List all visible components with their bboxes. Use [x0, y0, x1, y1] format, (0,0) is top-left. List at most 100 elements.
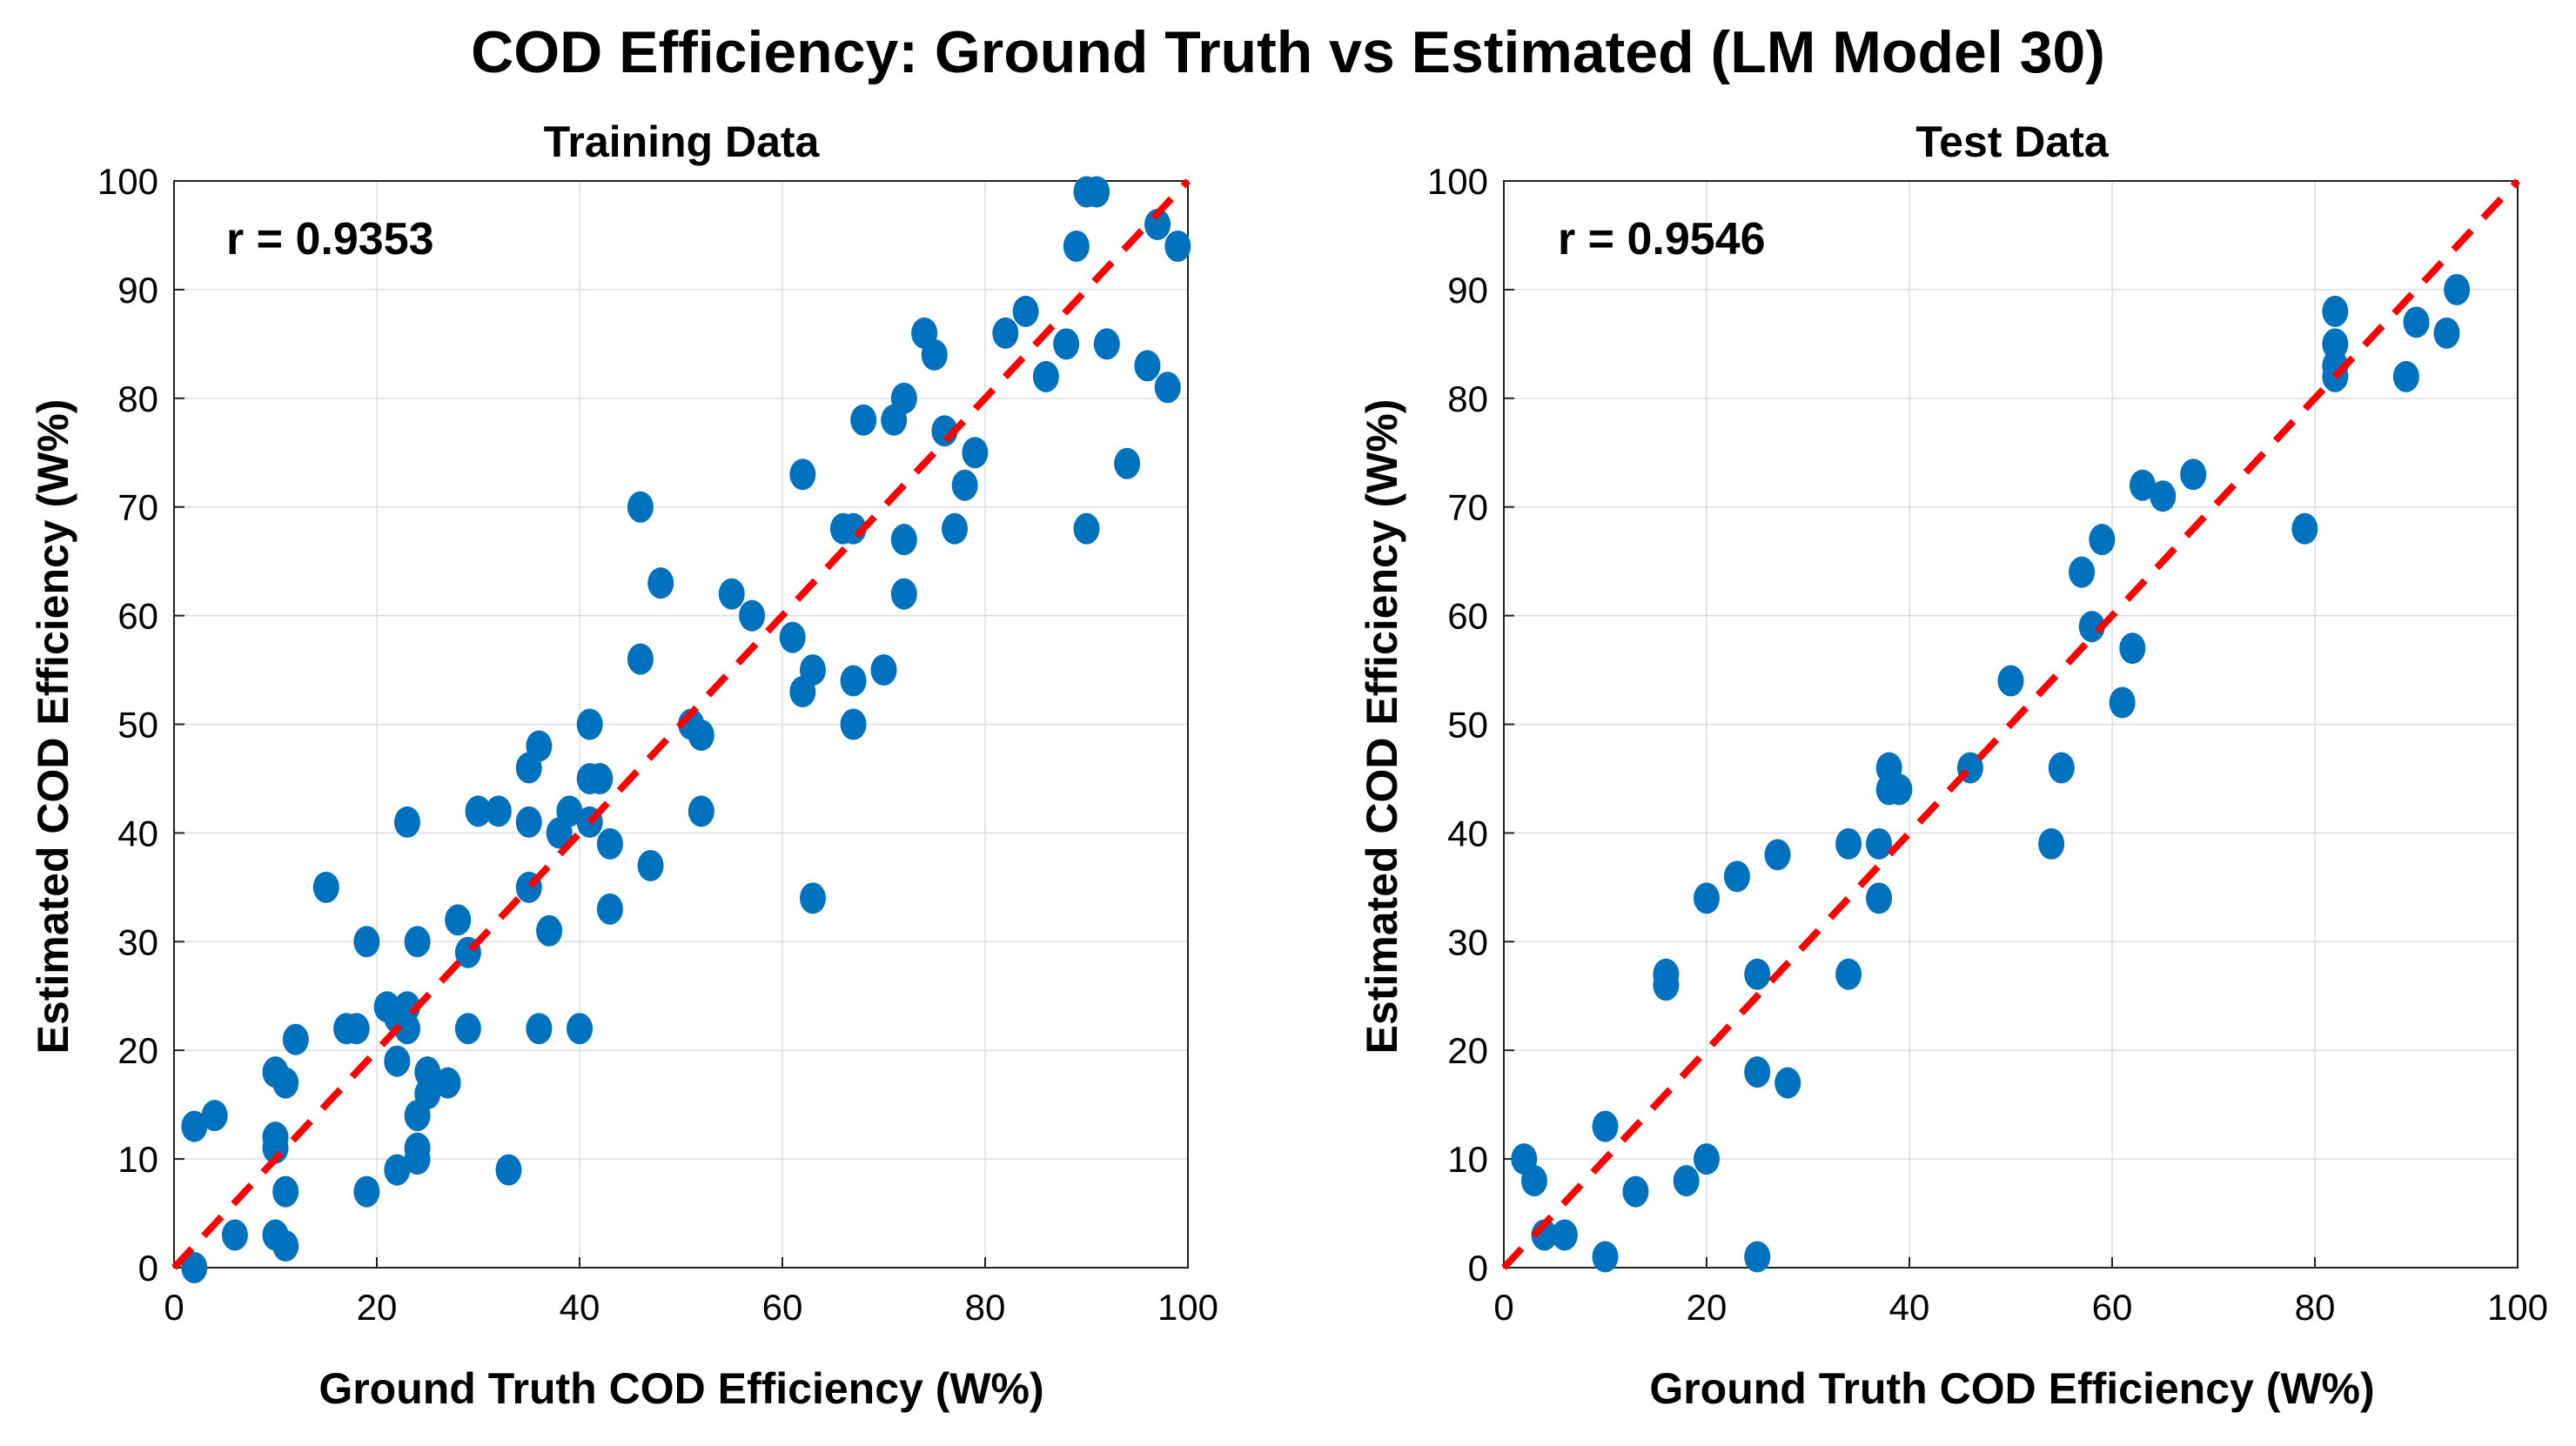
test-data-point [1744, 1056, 1771, 1088]
training-x-tick-label: 100 [1157, 1287, 1218, 1328]
test-y-axis-label: Estimated COD Efficiency (W%) [1358, 399, 1406, 1054]
test-data-point [2078, 611, 2105, 643]
training-data-point [962, 437, 989, 469]
training-data-point [201, 1100, 228, 1132]
test-data-point [2109, 686, 2136, 719]
training-data-point [181, 1110, 208, 1142]
training-data-point [627, 491, 654, 523]
test-data-point [1866, 827, 1893, 860]
training-data-point [840, 665, 867, 697]
training-y-tick-label: 0 [138, 1248, 158, 1289]
test-y-tick-label: 30 [1447, 921, 1488, 962]
test-x-tick-label: 40 [1889, 1287, 1930, 1328]
training-data-point [262, 1121, 289, 1154]
training-data-point [1114, 447, 1141, 479]
training-data-point [799, 882, 826, 914]
training-y-tick-label: 50 [117, 705, 158, 746]
training-data-point [353, 926, 380, 958]
test-data-point [1723, 860, 1750, 893]
training-reference-line [171, 178, 1191, 1270]
training-data-point [688, 719, 714, 751]
test-y-tick-label: 100 [1427, 161, 1488, 202]
figure-title: COD Efficiency: Ground Truth vs Estimate… [471, 19, 2105, 85]
training-data-point [1063, 230, 1090, 262]
training-data-point [1144, 208, 1171, 240]
training-data-point [890, 578, 917, 610]
training-data-point [343, 1013, 370, 1045]
training-data-point [627, 643, 654, 675]
training-data-point [515, 806, 542, 838]
training-data-point [495, 1154, 522, 1186]
test-data-point [1673, 1165, 1700, 1197]
training-data-point [272, 1230, 299, 1262]
training-data-point [526, 730, 553, 762]
test-data-point [2048, 752, 2075, 784]
training-data-point [485, 795, 512, 827]
test-y-tick-label: 80 [1447, 378, 1488, 419]
training-y-tick-label: 30 [117, 921, 158, 962]
training-data-point [739, 599, 766, 632]
training-data-point [465, 795, 492, 827]
training-data-point [850, 404, 877, 436]
test-data-point [1653, 958, 1680, 990]
training-plot-title: Training Data [544, 117, 821, 166]
training-data-point [1083, 176, 1110, 208]
training-data-point [576, 708, 603, 740]
training-y-tick-label: 40 [117, 813, 158, 854]
test-x-axis-label: Ground Truth COD Efficiency (W%) [1649, 1364, 2374, 1413]
training-y-tick-label: 20 [117, 1030, 158, 1071]
training-data-point [556, 795, 583, 827]
test-y-tick-label: 40 [1447, 813, 1488, 854]
training-data-point [536, 914, 563, 947]
training-data-point [384, 1154, 411, 1186]
training-data-point [596, 827, 623, 860]
test-r-annotation: r = 0.9546 [1558, 214, 1766, 264]
test-y-tick-label: 10 [1447, 1139, 1488, 1180]
training-data-point [312, 871, 339, 903]
training-x-tick-label: 20 [357, 1287, 398, 1328]
training-data-point [1134, 350, 1161, 382]
training-data-point [799, 654, 826, 686]
test-data-point [2322, 328, 2349, 360]
training-x-axis-label: Ground Truth COD Efficiency (W%) [319, 1364, 1043, 1413]
test-data-point [1592, 1110, 1619, 1142]
training-data-point [181, 1252, 208, 1283]
test-data-point [1866, 882, 1893, 914]
test-y-tick-label: 0 [1468, 1248, 1488, 1289]
test-data-point [2129, 469, 2156, 501]
training-y-tick-label: 10 [117, 1139, 158, 1180]
test-y-tick-label: 70 [1447, 487, 1488, 528]
training-data-point [779, 621, 806, 653]
test-data-point [2069, 556, 2096, 588]
test-x-tick-label: 60 [2092, 1287, 2133, 1328]
test-y-tick-label: 90 [1447, 270, 1488, 311]
training-data-point [414, 1078, 441, 1110]
test-data-point [2038, 827, 2065, 860]
test-data-point [2403, 306, 2430, 338]
training-data-point [454, 1013, 481, 1045]
test-data-point [1744, 958, 1771, 990]
training-scatter-plot: 0 20 40 60 80 100 0 10 20 30 40 50 60 70 80 90 100 Train… [29, 117, 1218, 1413]
training-data-point [221, 1219, 248, 1251]
test-y-tick-label: 20 [1447, 1030, 1488, 1071]
training-y-tick-label: 80 [117, 378, 158, 419]
training-y-tick-label: 100 [97, 161, 158, 202]
test-data-point [1592, 1241, 1619, 1273]
training-data-point [890, 524, 917, 556]
test-data-point [2150, 480, 2177, 512]
training-data-point [1053, 328, 1080, 360]
test-data-point [1997, 665, 2024, 697]
training-data-point [890, 382, 917, 414]
test-data-point [1835, 827, 1862, 860]
training-data-point [384, 1045, 411, 1077]
training-data-point [1073, 512, 1100, 545]
training-data-point [393, 806, 420, 838]
test-data-point [2433, 317, 2460, 349]
training-data-point [637, 849, 664, 881]
training-data-point [393, 1013, 420, 1045]
test-x-tick-label: 100 [2487, 1287, 2548, 1328]
training-data-point [789, 459, 816, 491]
test-data-point [2119, 633, 2146, 665]
training-x-tick-label: 80 [965, 1287, 1006, 1328]
test-data-point [1886, 773, 1913, 806]
